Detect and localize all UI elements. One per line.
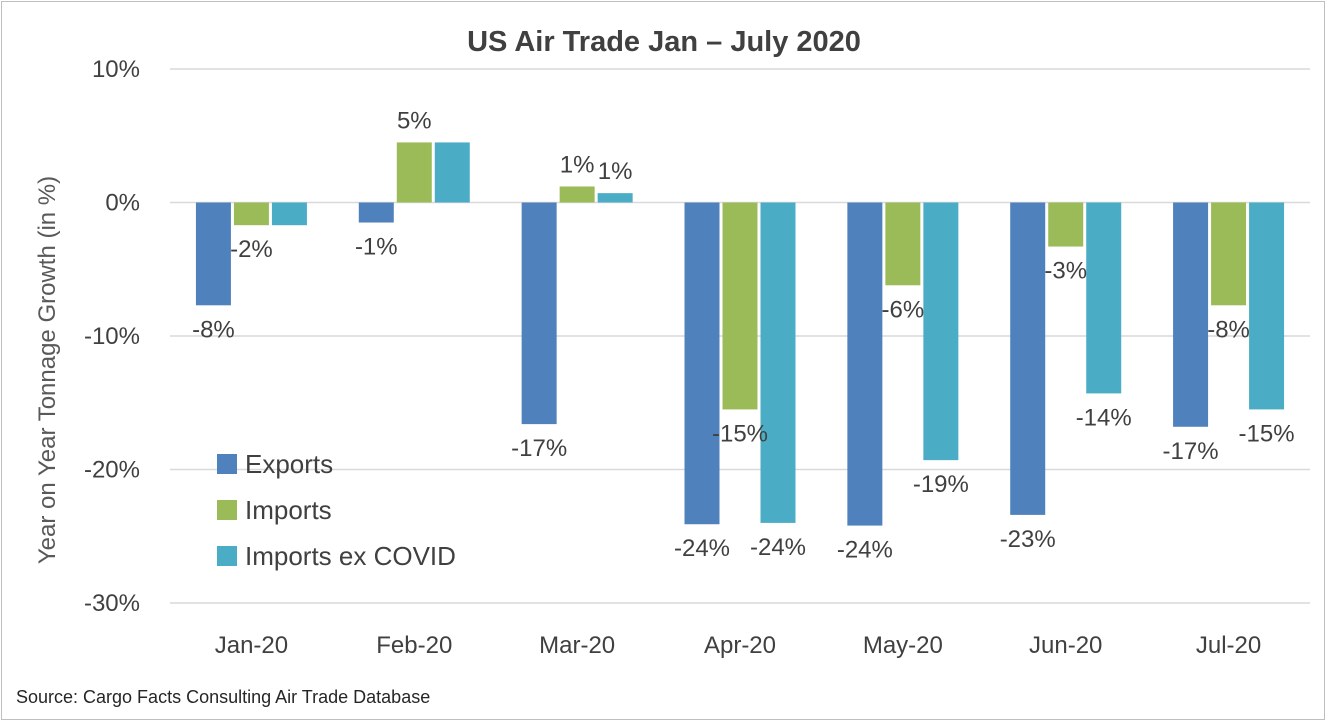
- bar-imports: [1211, 202, 1247, 306]
- data-label: -6%: [882, 296, 925, 323]
- x-tick-label: Mar-20: [539, 632, 615, 659]
- bar-imports: [1048, 202, 1084, 247]
- y-tick-label: 0%: [105, 190, 140, 217]
- bar-imports-ex-covid: [1086, 202, 1122, 394]
- legend-label: Imports: [245, 495, 332, 525]
- data-label: -23%: [1000, 526, 1056, 553]
- x-tick-label: Apr-20: [704, 632, 776, 659]
- bar-imports-ex-covid: [271, 202, 307, 226]
- y-tick-label: -20%: [84, 457, 140, 484]
- legend-swatch: [217, 500, 237, 520]
- bar-exports: [521, 202, 557, 425]
- data-label: -2%: [230, 236, 273, 263]
- y-tick-label: 10%: [92, 56, 140, 83]
- data-label: -14%: [1076, 404, 1132, 431]
- y-tick-label: -30%: [84, 590, 140, 617]
- legend-label: Exports: [245, 449, 333, 479]
- bar-imports-ex-covid: [434, 142, 470, 203]
- bar-imports: [233, 202, 269, 226]
- bar-imports: [885, 202, 921, 286]
- data-label: -1%: [355, 234, 398, 261]
- data-label: -3%: [1044, 258, 1087, 285]
- x-tick-label: Jan-20: [215, 632, 288, 659]
- data-label: -8%: [1207, 316, 1250, 343]
- legend-swatch: [217, 454, 237, 474]
- legend-swatch: [217, 546, 237, 566]
- legend-label: Imports ex COVID: [245, 541, 456, 571]
- bar-exports: [1173, 202, 1209, 427]
- bar-exports: [684, 202, 720, 525]
- data-label: -24%: [674, 535, 730, 562]
- x-tick-label: Jul-20: [1196, 632, 1261, 659]
- y-axis-label: Year on Year Tonnage Growth (in %): [34, 176, 61, 564]
- data-label: -15%: [712, 420, 768, 447]
- data-label: -15%: [1239, 420, 1295, 447]
- x-tick-label: Jun-20: [1029, 632, 1102, 659]
- bar-imports-ex-covid: [760, 202, 796, 523]
- data-label: 1%: [560, 151, 595, 178]
- y-tick-label: -10%: [84, 323, 140, 350]
- data-label: -24%: [837, 537, 893, 564]
- data-label: -19%: [913, 471, 969, 498]
- bar-exports: [195, 202, 231, 306]
- data-labels: -8% -1% -17% -24% -24% -23% -17% -2% 5% 1% -15% -6%…: [192, 107, 1295, 563]
- data-label: -24%: [750, 534, 806, 561]
- legend: Exports Imports Imports ex COVID: [217, 449, 456, 571]
- x-tick-label: May-20: [863, 632, 943, 659]
- bar-exports: [1010, 202, 1046, 515]
- bar-exports: [847, 202, 883, 526]
- data-label: 5%: [397, 107, 432, 134]
- x-tick-label: Feb-20: [376, 632, 452, 659]
- data-label: -8%: [192, 316, 235, 343]
- data-label: -17%: [1163, 438, 1219, 465]
- bar-imports-ex-covid: [1249, 202, 1285, 410]
- bars: [195, 142, 1285, 526]
- data-label: -17%: [511, 435, 567, 462]
- bar-imports-ex-covid: [597, 193, 633, 203]
- chart-title: US Air Trade Jan – July 2020: [467, 26, 861, 58]
- bar-imports: [396, 142, 432, 203]
- bar-exports: [358, 202, 394, 223]
- data-label: 1%: [598, 158, 633, 185]
- tick-labels: 10% 0% -10% -20% -30% Jan-20 Feb-20 Mar-20 Apr-2…: [84, 56, 1261, 659]
- source-note: Source: Cargo Facts Consulting Air Trade…: [16, 687, 430, 707]
- bar-imports: [559, 186, 595, 203]
- bar-imports-ex-covid: [923, 202, 959, 461]
- bar-imports: [722, 202, 758, 410]
